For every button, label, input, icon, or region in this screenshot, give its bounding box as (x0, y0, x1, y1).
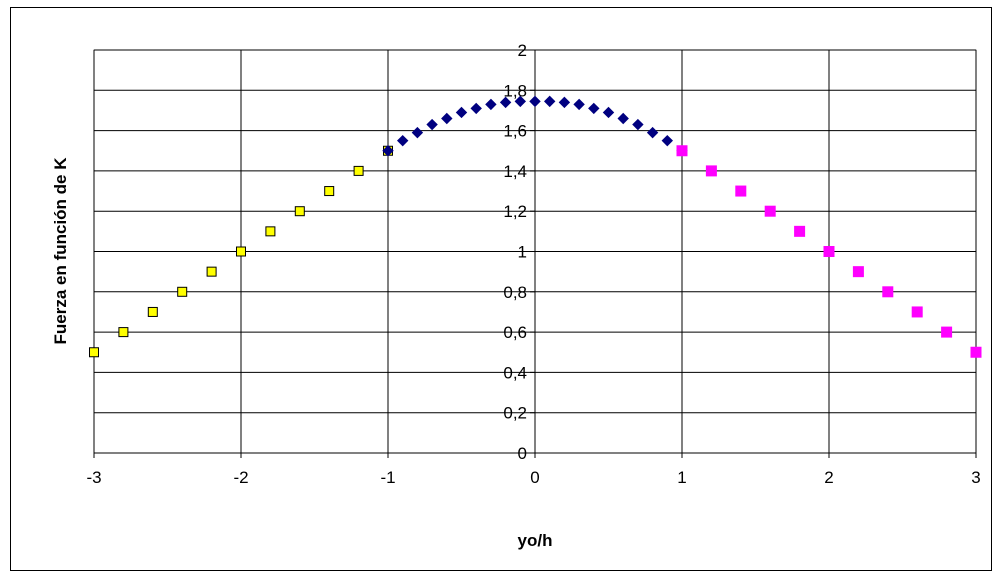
data-point-square-outlined (177, 286, 188, 297)
data-point-square (764, 205, 776, 217)
data-point-square (970, 346, 982, 358)
data-point-diamond (514, 95, 527, 108)
data-point-square (941, 326, 953, 338)
data-point-square (794, 225, 806, 237)
data-point-diamond (632, 118, 644, 131)
data-point-diamond (661, 134, 674, 147)
x-tick-label: -1 (380, 468, 395, 487)
x-tick-label: 3 (971, 468, 980, 487)
data-point-square-outlined (118, 327, 129, 338)
y-tick-label: 1 (518, 243, 527, 262)
tick-labels: 0 0,2 0,4 0,6 0,8 1 1,2 1,4 1,6 1,8 2 -3 -2 -1 0 1 2 3 (86, 41, 980, 487)
data-point-square-outlined (353, 165, 364, 176)
y-tick-label: 0,4 (503, 363, 527, 382)
x-tick-label: 2 (824, 468, 833, 487)
data-point-square (882, 286, 894, 298)
data-point-square (735, 185, 747, 197)
y-tick-label: 2 (518, 41, 527, 60)
data-point-square-outlined (324, 186, 335, 197)
data-point-diamond (485, 98, 497, 111)
y-axis-title: Fuerza en función de K (51, 157, 70, 345)
data-point-diamond (470, 102, 482, 115)
y-tick-label: 1,6 (503, 122, 527, 141)
data-point-diamond (543, 95, 556, 108)
data-point-square-outlined (294, 206, 305, 217)
data-point-diamond (455, 106, 468, 119)
data-point-diamond (411, 126, 424, 139)
data-point-square (911, 306, 923, 318)
y-tick-label: 1,4 (503, 162, 527, 181)
data-point-diamond (441, 112, 453, 125)
y-tick-label: 1,2 (503, 202, 527, 221)
x-axis-title: yo/h (518, 531, 553, 550)
axes (93, 49, 977, 458)
data-point-square-outlined (265, 226, 276, 237)
x-tick-label: -2 (233, 468, 248, 487)
data-point-diamond (617, 112, 629, 125)
y-tick-label: 0,6 (503, 323, 527, 342)
data-point-diamond (573, 98, 585, 111)
data-point-diamond (382, 145, 394, 157)
data-point-diamond (426, 118, 438, 131)
data-point-square (676, 145, 688, 157)
data-point-square-outlined (236, 246, 246, 257)
x-tick-label: 1 (677, 468, 686, 487)
data-point-square (705, 165, 717, 177)
x-tick-label: -3 (86, 468, 101, 487)
data-point-square (852, 266, 864, 278)
y-tick-label: 1,8 (503, 81, 527, 100)
data-points (89, 95, 982, 358)
y-tick-label: 0 (518, 444, 527, 463)
y-tick-label: 0,2 (503, 404, 527, 423)
data-point-square (823, 246, 835, 257)
y-tick-label: 0,8 (503, 283, 527, 302)
data-point-square-outlined (206, 266, 217, 277)
data-point-diamond (558, 96, 571, 109)
data-point-square-outlined (89, 347, 99, 358)
data-point-diamond (602, 106, 615, 119)
data-point-diamond (529, 95, 541, 108)
data-point-diamond (499, 96, 512, 109)
x-tick-label: 0 (530, 468, 539, 487)
data-point-diamond (646, 126, 659, 139)
data-point-diamond (588, 102, 600, 115)
data-point-diamond (396, 134, 409, 147)
data-point-square-outlined (147, 306, 158, 317)
